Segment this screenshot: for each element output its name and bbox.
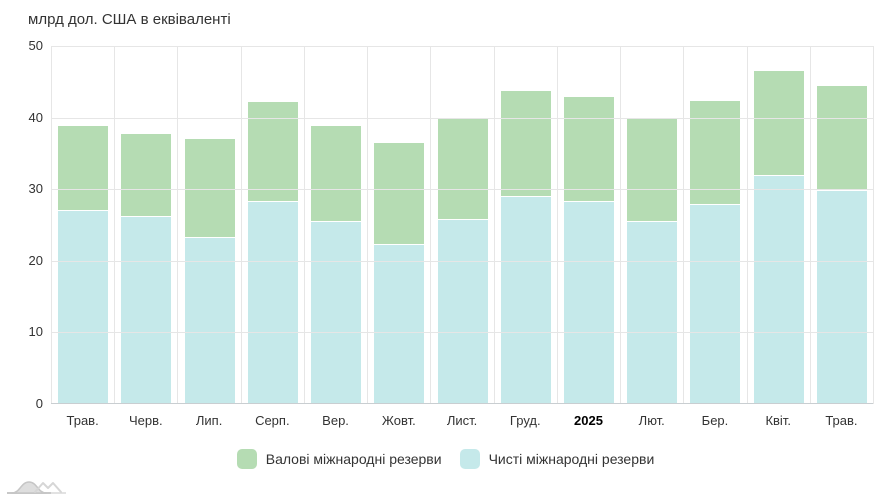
legend-label-net: Чисті міжнародні резерви (488, 451, 655, 467)
gridline (51, 332, 873, 334)
x-tick-label: Бер. (701, 413, 729, 428)
x-tick-label: Жовт. (381, 413, 416, 428)
bar-slot (240, 46, 304, 404)
bar-slot (809, 46, 873, 404)
bar-slot (556, 46, 620, 404)
gridline (51, 189, 873, 191)
bar-slot (177, 46, 240, 404)
bar-net-reserves[interactable] (752, 174, 805, 404)
bar-net-reserves[interactable] (57, 209, 110, 404)
bar-slot (683, 46, 746, 404)
bar-net-reserves[interactable] (246, 200, 299, 404)
gridline (51, 260, 873, 262)
y-tick-label: 20 (28, 252, 43, 268)
y-tick-label: 40 (28, 109, 43, 125)
y-tick-label: 30 (28, 181, 43, 197)
bar-net-reserves[interactable] (373, 243, 426, 404)
bar-net-reserves[interactable] (562, 200, 615, 404)
bar-slot (303, 46, 367, 404)
bar-net-reserves[interactable] (310, 220, 363, 404)
x-tick-label: Трав. (66, 413, 99, 428)
x-axis-line (51, 403, 873, 404)
x-tick-label: Квіт. (765, 413, 791, 428)
x-tick-label: Лют. (638, 413, 665, 428)
net-reserves-swatch-icon (459, 449, 480, 469)
bar-net-reserves[interactable] (626, 220, 679, 404)
x-tick-label: Груд. (509, 413, 541, 428)
legend: Валові міжнародні резерви Чисті міжнарод… (0, 449, 891, 469)
x-tick-label: Серп. (255, 413, 290, 428)
overlapping-waves-logo-icon (7, 481, 66, 494)
bar-net-reserves[interactable] (499, 195, 552, 404)
x-tick-label: Вер. (322, 413, 349, 428)
bar-slot (493, 46, 557, 404)
bar-slot (114, 46, 177, 404)
y-axis-labels: 0 10 20 30 40 50 (0, 39, 43, 411)
bar-slot (746, 46, 810, 404)
x-axis-labels: Трав. Черв. Лип. Серп. Вер. Жовт. Лист. Груд. 20… (51, 413, 873, 428)
bar-slot (430, 46, 493, 404)
bar-net-reserves[interactable] (689, 204, 742, 404)
chart-title: млрд дол. США в еквіваленті (28, 11, 231, 28)
y-tick-label: 0 (35, 396, 43, 411)
plot-area (51, 46, 874, 404)
gross-reserves-swatch-icon (236, 449, 257, 469)
x-tick-label: Лип. (195, 413, 223, 428)
bar-slot (51, 46, 114, 404)
bar-net-reserves[interactable] (183, 237, 236, 404)
legend-item-net[interactable]: Чисті міжнародні резерви (459, 449, 655, 469)
legend-label-gross: Валові міжнародні резерви (265, 451, 442, 467)
gridline (51, 117, 873, 119)
x-tick-label: Трав. (825, 413, 858, 428)
gridline (51, 46, 873, 47)
bars-layer (51, 46, 873, 404)
bar-slot (620, 46, 683, 404)
y-tick-label: 50 (28, 38, 43, 53)
bar-net-reserves[interactable] (815, 189, 868, 404)
bar-net-reserves[interactable] (436, 218, 489, 404)
x-tick-label: Черв. (129, 413, 163, 428)
bar-slot (367, 46, 430, 404)
y-tick-label: 10 (28, 324, 43, 340)
legend-item-gross[interactable]: Валові міжнародні резерви (236, 449, 442, 469)
x-tick-label: Лист. (446, 413, 478, 428)
x-tick-label: 2025 (574, 413, 603, 428)
bar-net-reserves[interactable] (120, 215, 173, 404)
